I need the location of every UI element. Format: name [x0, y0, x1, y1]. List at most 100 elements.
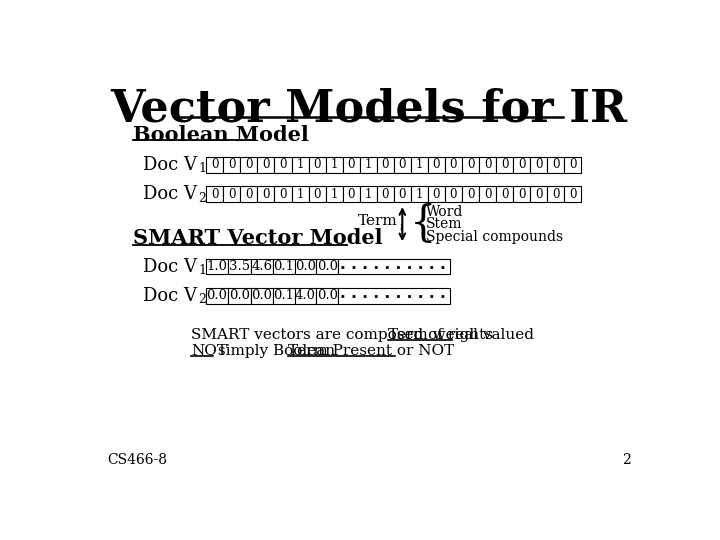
Text: 0: 0: [279, 188, 287, 201]
Text: 0: 0: [518, 188, 526, 201]
Text: CS466-8: CS466-8: [107, 453, 167, 467]
Bar: [394, 157, 411, 173]
Text: 0: 0: [228, 188, 235, 201]
Text: 1: 1: [297, 188, 304, 201]
Text: 3.5: 3.5: [229, 260, 250, 273]
Text: 1: 1: [415, 188, 423, 201]
Text: 0: 0: [348, 158, 355, 171]
Bar: [360, 186, 377, 202]
Bar: [343, 157, 360, 173]
Text: 0: 0: [433, 158, 440, 171]
Text: Special compounds: Special compounds: [426, 230, 563, 244]
Bar: [206, 288, 228, 303]
Bar: [309, 186, 325, 202]
Bar: [479, 157, 496, 173]
Text: 0.0: 0.0: [295, 260, 316, 273]
Bar: [273, 288, 294, 303]
Text: NOT: NOT: [191, 345, 227, 359]
Text: Doc V: Doc V: [143, 258, 197, 275]
Bar: [206, 259, 228, 274]
Text: Vector Models for IR: Vector Models for IR: [110, 88, 628, 131]
Text: 0: 0: [262, 158, 270, 171]
Text: 0: 0: [501, 188, 508, 201]
Bar: [258, 157, 274, 173]
Bar: [428, 157, 445, 173]
Text: 0: 0: [211, 188, 219, 201]
Bar: [206, 186, 223, 202]
Text: 0: 0: [535, 188, 542, 201]
Bar: [223, 186, 240, 202]
Text: Term Present or NOT: Term Present or NOT: [288, 345, 454, 359]
Text: 1: 1: [415, 158, 423, 171]
Bar: [325, 157, 343, 173]
Bar: [496, 157, 513, 173]
Text: 0: 0: [467, 188, 474, 201]
Text: 0: 0: [518, 158, 526, 171]
Text: 0.1: 0.1: [274, 260, 294, 273]
Text: 2: 2: [622, 453, 631, 467]
Bar: [240, 157, 258, 173]
Bar: [479, 186, 496, 202]
Text: 0: 0: [450, 188, 457, 201]
Text: Boolean Model: Boolean Model: [132, 125, 308, 145]
Bar: [251, 288, 273, 303]
Bar: [338, 288, 451, 303]
Bar: [325, 186, 343, 202]
Text: Stem: Stem: [426, 217, 462, 231]
Bar: [274, 186, 292, 202]
Text: 0: 0: [382, 188, 389, 201]
Bar: [445, 157, 462, 173]
Text: Word: Word: [426, 205, 463, 219]
Text: 0: 0: [535, 158, 542, 171]
Text: 0: 0: [245, 188, 253, 201]
Text: Doc V: Doc V: [143, 287, 197, 305]
Bar: [206, 157, 223, 173]
Text: Term: Term: [358, 214, 397, 228]
Bar: [564, 157, 581, 173]
Text: 0: 0: [501, 158, 508, 171]
Text: 4.0: 4.0: [295, 289, 316, 302]
Bar: [309, 157, 325, 173]
Text: 0: 0: [348, 188, 355, 201]
Bar: [411, 186, 428, 202]
Text: 0.0: 0.0: [207, 289, 228, 302]
Text: 0: 0: [569, 158, 577, 171]
Text: 0: 0: [552, 188, 559, 201]
Bar: [377, 186, 394, 202]
Bar: [292, 157, 309, 173]
Bar: [496, 186, 513, 202]
Bar: [411, 157, 428, 173]
Text: 1: 1: [297, 158, 304, 171]
Text: 0: 0: [484, 188, 491, 201]
Text: {: {: [410, 203, 436, 245]
Text: 0: 0: [211, 158, 219, 171]
Text: 0: 0: [262, 188, 270, 201]
Bar: [258, 186, 274, 202]
Bar: [343, 186, 360, 202]
Text: 0: 0: [245, 158, 253, 171]
Text: 0: 0: [279, 158, 287, 171]
Text: 2: 2: [199, 293, 207, 306]
Text: Doc V: Doc V: [143, 156, 197, 174]
Text: SMART vectors are composed of real valued: SMART vectors are composed of real value…: [191, 328, 539, 342]
Text: 0: 0: [382, 158, 389, 171]
Bar: [292, 186, 309, 202]
Text: 0.0: 0.0: [229, 289, 250, 302]
Text: 1: 1: [199, 162, 207, 176]
Bar: [316, 259, 338, 274]
Bar: [394, 186, 411, 202]
Text: 1: 1: [330, 188, 338, 201]
Text: i: i: [399, 221, 402, 232]
Text: 1: 1: [199, 264, 207, 277]
Bar: [316, 288, 338, 303]
Bar: [462, 157, 479, 173]
Bar: [513, 157, 530, 173]
Text: 0: 0: [399, 158, 406, 171]
Text: 0: 0: [552, 158, 559, 171]
Text: 0.0: 0.0: [251, 289, 273, 302]
Text: 1: 1: [330, 158, 338, 171]
Text: 1: 1: [364, 158, 372, 171]
Text: 2: 2: [199, 192, 207, 205]
Text: 0: 0: [313, 158, 321, 171]
Text: 0: 0: [450, 158, 457, 171]
